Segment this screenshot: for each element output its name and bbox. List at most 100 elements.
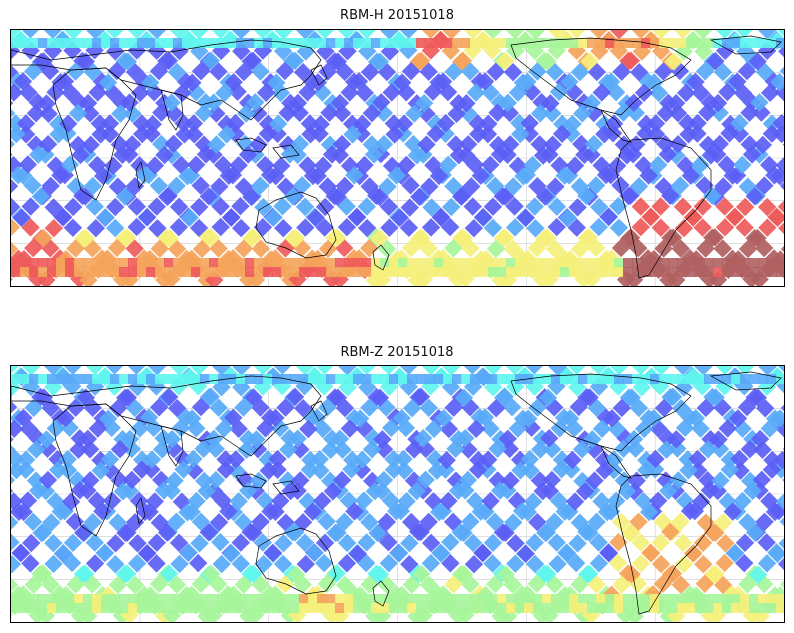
swath-cell bbox=[293, 63, 313, 82]
swath-cell bbox=[218, 594, 228, 604]
swath-cell bbox=[488, 267, 498, 277]
swath-cell bbox=[767, 603, 777, 613]
swath-cell bbox=[74, 523, 93, 542]
swath-cell bbox=[668, 594, 678, 604]
swath-cell bbox=[227, 267, 237, 277]
swath-cell bbox=[146, 594, 156, 604]
swath-cell bbox=[749, 594, 759, 604]
swath-cell bbox=[623, 267, 633, 277]
swath-cell bbox=[371, 258, 381, 268]
swath-cell bbox=[506, 258, 516, 268]
swath-cell bbox=[402, 399, 422, 418]
swath-cell bbox=[66, 575, 85, 594]
swath-cell bbox=[291, 471, 310, 490]
swath-cell bbox=[113, 145, 132, 164]
swath-cell bbox=[479, 114, 498, 134]
swath-cell bbox=[81, 135, 100, 155]
swath-cell bbox=[254, 374, 264, 384]
swath-cell bbox=[533, 594, 543, 604]
swath-cell bbox=[440, 217, 460, 237]
coastline bbox=[310, 400, 328, 422]
swath-cell bbox=[315, 218, 334, 237]
swath-cell bbox=[317, 374, 327, 384]
swath-cell bbox=[677, 603, 687, 613]
swath-cell bbox=[731, 594, 741, 604]
swath-cell bbox=[569, 603, 579, 613]
swath-cell bbox=[425, 258, 435, 268]
swath-cell bbox=[164, 374, 174, 384]
swath-cell bbox=[143, 115, 162, 134]
swath-cell bbox=[389, 543, 409, 563]
swath-cell bbox=[673, 366, 693, 376]
swath-cell bbox=[371, 594, 381, 604]
swath-cell bbox=[452, 603, 462, 613]
swath-cell bbox=[110, 603, 120, 613]
swath-cell bbox=[128, 267, 138, 277]
swath-cell bbox=[360, 238, 379, 258]
swath-cell bbox=[20, 374, 30, 384]
swath-cell bbox=[431, 207, 451, 227]
swath-cell bbox=[155, 603, 165, 613]
swath-cell bbox=[398, 38, 408, 48]
swath-cell bbox=[178, 167, 197, 186]
swath-cell bbox=[299, 603, 309, 613]
swath-cell bbox=[533, 38, 543, 48]
swath-cell bbox=[661, 186, 680, 206]
swath-cell bbox=[442, 197, 461, 217]
swath-cell bbox=[290, 594, 300, 604]
swath-cell bbox=[631, 366, 651, 376]
swath-cell bbox=[183, 73, 202, 92]
swath-cell bbox=[65, 374, 75, 384]
swath-cell bbox=[710, 134, 729, 154]
swath-cell bbox=[497, 603, 507, 613]
swath-cell bbox=[470, 267, 480, 277]
swath-cell bbox=[612, 512, 631, 532]
swath-cell bbox=[306, 208, 325, 227]
swath-cell bbox=[481, 491, 500, 511]
swath-cell bbox=[137, 258, 147, 268]
swath-cell bbox=[122, 470, 141, 490]
swath-cell bbox=[167, 176, 186, 196]
swath-cell bbox=[125, 513, 145, 532]
swath-cell bbox=[434, 258, 444, 268]
swath-cell bbox=[236, 258, 246, 268]
swath-cell bbox=[773, 450, 784, 470]
swath-cell bbox=[299, 594, 309, 604]
swath-cell bbox=[92, 258, 102, 268]
swath-cell bbox=[290, 267, 300, 277]
swath-cell bbox=[597, 502, 617, 522]
swath-cell bbox=[419, 398, 438, 418]
swath-cell bbox=[196, 145, 216, 164]
swath-cell bbox=[623, 38, 633, 48]
swath-cell bbox=[232, 218, 251, 238]
swath-cell bbox=[169, 217, 189, 237]
swath-cell bbox=[137, 267, 147, 277]
swath-cell bbox=[767, 594, 777, 604]
swath-cell bbox=[399, 30, 418, 39]
swath-cell bbox=[725, 543, 745, 563]
swath-cell bbox=[416, 38, 426, 48]
swath-cell bbox=[182, 374, 192, 384]
swath-cell bbox=[677, 374, 687, 384]
swath-cell bbox=[703, 186, 722, 206]
swath-cell bbox=[20, 258, 30, 268]
swath-cell bbox=[11, 374, 21, 384]
swath-cell bbox=[695, 603, 705, 613]
swath-cell bbox=[76, 52, 95, 71]
swath-cell bbox=[704, 38, 714, 48]
swath-cell bbox=[55, 72, 75, 91]
swath-cell bbox=[716, 534, 735, 553]
swath-cell bbox=[758, 267, 768, 277]
swath-cell bbox=[552, 460, 571, 479]
swath-cell bbox=[186, 155, 206, 174]
swath-cell bbox=[441, 554, 460, 573]
swath-cell bbox=[447, 104, 466, 123]
swath-cell bbox=[557, 543, 576, 562]
coastline bbox=[235, 137, 267, 153]
swath-cell bbox=[38, 603, 48, 613]
swath-cell bbox=[395, 461, 414, 480]
swath-cell bbox=[209, 38, 219, 48]
swath-cell bbox=[695, 374, 705, 384]
swath-cell bbox=[407, 594, 417, 604]
swath-cell bbox=[191, 374, 201, 384]
